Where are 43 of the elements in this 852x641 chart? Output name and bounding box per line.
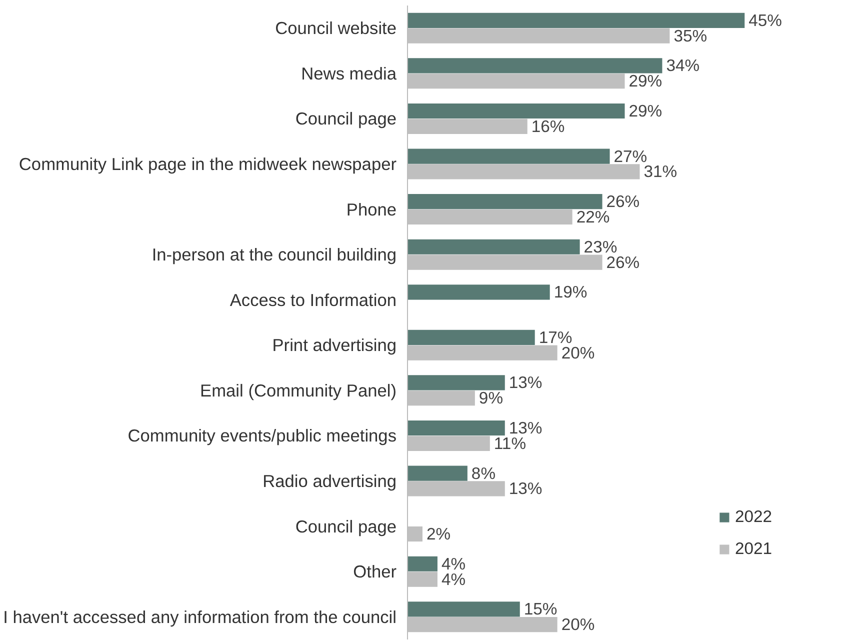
data-label: 13% [508, 479, 542, 498]
bar [408, 148, 610, 164]
y-tick-label: Community Link page in the midweek newspaper [18, 154, 397, 174]
y-tick-label: Council website [275, 18, 397, 38]
y-tick-label: Print advertising [272, 335, 397, 356]
legend-label: 2022 [734, 507, 772, 527]
data-label: 35% [674, 26, 708, 46]
legend-label: 2021 [734, 539, 772, 559]
bar [408, 12, 745, 28]
data-label: 45% [748, 10, 782, 30]
data-label: 2% [426, 524, 451, 544]
data-label: 8% [471, 464, 496, 483]
y-tick-label: Other [353, 562, 397, 582]
bar [408, 466, 468, 481]
bar [408, 420, 505, 436]
data-label: 13% [508, 373, 542, 392]
data-label: 20% [561, 615, 595, 634]
y-tick-label: I haven't accessed any information from the council [3, 606, 397, 627]
bar [408, 330, 535, 345]
data-label: 9% [478, 388, 504, 408]
bar [408, 239, 580, 254]
data-label: 19% [554, 282, 588, 302]
bar [408, 556, 438, 572]
y-tick-label: Access to Information [230, 290, 397, 310]
data-label: 29% [628, 102, 662, 121]
bar [408, 194, 602, 210]
bar [408, 103, 625, 119]
y-tick-label: Phone [346, 199, 397, 220]
y-tick-label: Council page [295, 516, 397, 536]
data-label: 34% [666, 56, 700, 76]
y-tick-label: News media [301, 63, 397, 84]
data-label: 15% [524, 600, 558, 619]
data-label: 29% [628, 72, 662, 91]
y-tick-label: Radio advertising [262, 471, 397, 491]
y-tick-label: Email (Community Panel) [200, 380, 397, 400]
y-tick-label: Community events/public meetings [128, 426, 397, 446]
y-tick-label: In-person at the council building [152, 244, 397, 265]
y-tick-label: Council page [295, 108, 397, 129]
data-label: 16% [531, 116, 565, 136]
bar [408, 58, 662, 74]
bar [408, 602, 520, 617]
bar [408, 375, 505, 390]
bar [408, 284, 550, 300]
